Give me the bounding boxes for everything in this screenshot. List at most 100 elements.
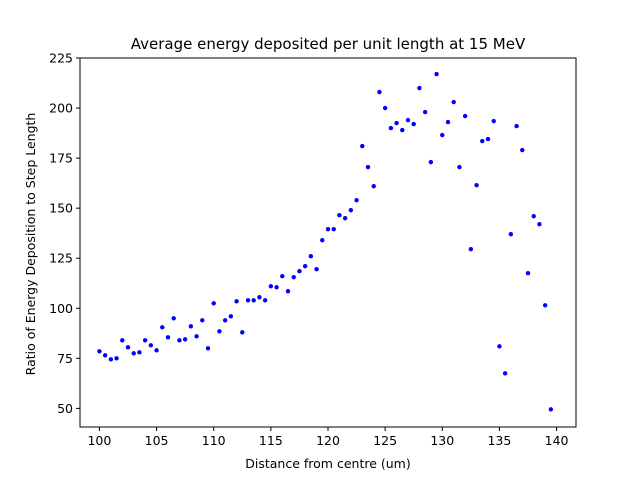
data-point (125, 345, 131, 350)
data-point (142, 338, 148, 343)
x-axis-label: Distance from centre (um) (245, 456, 410, 471)
data-point (211, 301, 216, 306)
data-point (440, 132, 445, 138)
data-point (102, 353, 108, 358)
data-point (228, 314, 234, 319)
y-tick-label: 50 (57, 401, 73, 416)
data-point (405, 117, 411, 123)
data-point (245, 298, 251, 303)
data-point (354, 197, 359, 203)
data-point (314, 267, 319, 272)
data-point (222, 318, 228, 323)
data-point (348, 207, 354, 213)
y-tick-label: 75 (57, 351, 73, 366)
data-point (400, 127, 405, 133)
x-tick-label: 125 (373, 433, 397, 448)
x-tick-label: 120 (316, 433, 340, 448)
plot-frame (79, 57, 577, 428)
chart-title: Average energy deposited per unit length… (131, 35, 526, 53)
x-axis: 100 105 110 115 120 125 130 135 140 (87, 427, 569, 448)
data-point (457, 164, 462, 170)
data-point (360, 143, 365, 149)
data-point (422, 109, 428, 115)
data-point (234, 299, 239, 304)
data-point (274, 285, 279, 290)
data-point (548, 407, 554, 412)
y-tick-label: 200 (49, 101, 73, 116)
data-point (251, 298, 256, 303)
data-point (194, 334, 199, 339)
data-point (205, 346, 211, 351)
data-point (262, 298, 268, 303)
data-point (285, 289, 291, 294)
data-point (200, 318, 205, 323)
data-point (508, 231, 514, 237)
data-point (474, 182, 479, 188)
x-tick-label: 130 (430, 433, 454, 448)
data-point (280, 274, 285, 279)
plot-area (79, 57, 577, 428)
data-point (434, 71, 439, 77)
data-point (154, 348, 159, 353)
x-tick-label: 115 (259, 433, 283, 448)
x-tick-label: 100 (87, 433, 111, 448)
data-point (257, 295, 262, 300)
data-point (308, 254, 314, 259)
data-point (268, 284, 274, 289)
data-point (297, 269, 302, 274)
data-point (497, 344, 502, 349)
data-point (114, 356, 119, 361)
x-tick-label: 105 (145, 433, 169, 448)
data-point (342, 215, 348, 221)
data-point (137, 350, 142, 355)
data-point (291, 275, 296, 280)
y-tick-label: 225 (49, 51, 73, 66)
data-point (542, 303, 548, 308)
data-point (377, 89, 382, 95)
x-tick-label: 135 (487, 433, 511, 448)
y-tick-label: 100 (49, 301, 73, 316)
data-point (108, 357, 114, 362)
data-point (182, 337, 188, 342)
data-point (445, 119, 451, 125)
data-point (382, 105, 388, 111)
y-tick-label: 175 (49, 151, 73, 166)
data-point (337, 212, 342, 218)
data-point (491, 118, 496, 124)
data-point (160, 325, 165, 330)
y-tick-label: 125 (49, 251, 73, 266)
data-point (468, 247, 474, 252)
data-point (485, 136, 491, 142)
data-point (411, 121, 416, 127)
data-point (188, 324, 194, 329)
data-point (428, 159, 434, 165)
y-tick-label: 150 (49, 201, 73, 216)
data-point (165, 335, 171, 340)
data-point (537, 221, 542, 227)
data-point (514, 123, 519, 129)
data-point (325, 226, 331, 232)
x-tick-label: 110 (202, 433, 226, 448)
data-point (131, 351, 136, 356)
data-point (171, 316, 176, 321)
y-axis-label: Ratio of Energy Deposition to Step Lengt… (23, 113, 38, 376)
data-point (502, 371, 508, 376)
data-point (97, 349, 102, 354)
data-point (525, 271, 531, 276)
data-point (302, 264, 308, 269)
data-point (520, 147, 525, 153)
data-point (120, 338, 125, 343)
data-point (240, 330, 245, 335)
data-point (148, 343, 154, 348)
data-point (365, 164, 371, 170)
data-point (394, 120, 399, 126)
data-point (388, 125, 394, 131)
data-point (217, 329, 222, 334)
y-axis: 50 75 100 125 150 175 200 225 (49, 51, 80, 416)
data-point (331, 226, 336, 232)
data-points (97, 71, 554, 412)
data-point (320, 237, 325, 243)
x-tick-label: 140 (545, 433, 569, 448)
data-point (451, 99, 456, 105)
